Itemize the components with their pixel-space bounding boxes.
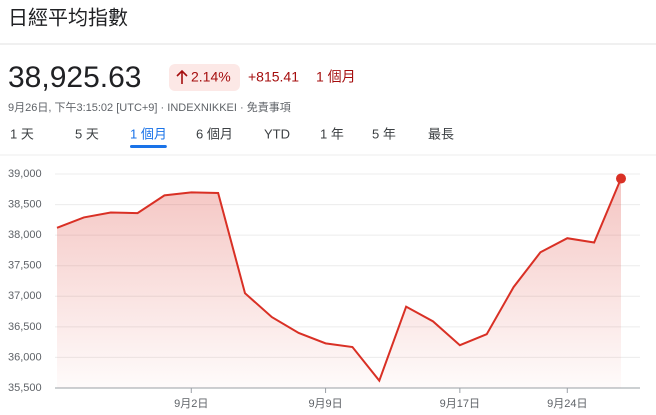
tab[interactable]: 1 個月: [130, 126, 167, 141]
y-tick-label: 37,500: [8, 260, 42, 272]
tab[interactable]: 1 天: [10, 126, 34, 141]
up-arrow-icon: [176, 69, 188, 84]
y-tick-label: 38,500: [8, 198, 42, 210]
y-tick-label: 35,500: [8, 382, 42, 394]
y-tick-label: 37,000: [8, 290, 42, 302]
change-pct: 2.14%: [191, 69, 231, 85]
change-badge: [169, 64, 240, 91]
line: [56, 178, 622, 383]
tab[interactable]: 5 年: [372, 126, 396, 141]
change-abs: +815.41: [248, 69, 299, 85]
y-tick-label: 36,500: [8, 321, 42, 333]
meta: 9月26日, 下午3:15:02 [UTC+9] · INDEXNIKKEI ·…: [8, 100, 291, 114]
title: 日經平均指數: [8, 6, 128, 29]
tab[interactable]: 6 個月: [196, 126, 233, 141]
plot: 35,500 36,000 36,500 37,000 37,500 38,000 38,5…: [8, 168, 640, 410]
x-tick-label: 9月24日: [547, 398, 587, 410]
y-tick-label: 36,000: [8, 351, 42, 363]
x-tick-label: 9月2日: [174, 398, 208, 410]
x-tick-label: 9月9日: [308, 398, 342, 410]
tab[interactable]: 1 年: [320, 126, 344, 141]
tab-underline: [130, 145, 167, 148]
y-tick-label: 39,000: [8, 168, 42, 180]
area: [57, 178, 621, 388]
end-point: [616, 173, 626, 184]
price: 38,925.63: [8, 61, 141, 94]
x-tick-label: 9月17日: [440, 398, 480, 410]
tabs: 1 天 5 天 1 個月 6 個月 YTD 1 年 5 年 最長: [10, 126, 454, 148]
tab[interactable]: 最長: [428, 126, 454, 141]
y-tick-label: 38,000: [8, 229, 42, 241]
tab[interactable]: 5 天: [75, 126, 99, 141]
tab[interactable]: YTD: [264, 126, 290, 141]
change-period: 1 個月: [316, 69, 356, 85]
